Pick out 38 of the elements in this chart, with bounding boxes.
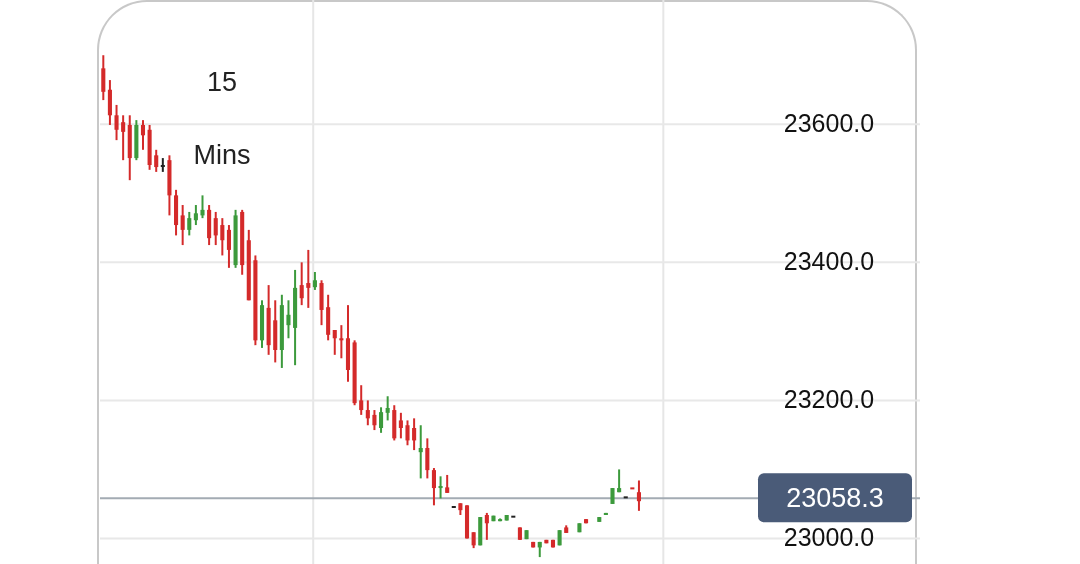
candlestick (484, 511, 489, 541)
candlestick (339, 324, 344, 360)
annotation: 15 (206, 67, 238, 98)
candlestick (286, 299, 291, 340)
ref-line-label: 23058.3 (786, 482, 884, 513)
y-tick-label: 23600.0 (783, 109, 875, 138)
candlestick (200, 194, 205, 220)
candlestick (213, 210, 218, 247)
candlestick (398, 411, 403, 440)
candlestick (193, 204, 198, 227)
candlestick (114, 103, 119, 142)
candlestick (180, 204, 185, 247)
y-tick-label: 23400.0 (783, 247, 875, 276)
annotation: Mins (193, 140, 251, 171)
candlestick (101, 54, 106, 102)
candlestick (438, 475, 443, 500)
candlestick (332, 328, 337, 356)
candlestick (121, 114, 126, 162)
candlestick (226, 224, 231, 269)
candlestick (431, 467, 436, 507)
candlestick (405, 419, 410, 447)
candlestick (385, 395, 390, 422)
candlestick (140, 119, 146, 151)
y-tick-label: 23200.0 (783, 385, 875, 414)
candlestick (187, 210, 192, 237)
candlestick (379, 406, 384, 434)
candlestick (359, 384, 364, 416)
candlestick (299, 261, 304, 307)
candlestick (220, 217, 225, 257)
candlestick (425, 437, 430, 480)
candlestick (154, 148, 159, 173)
candlestick (306, 248, 311, 309)
y-tick-label: 23000.0 (783, 523, 875, 552)
candlestick (636, 479, 641, 512)
candlestick (418, 424, 423, 480)
candlestick (365, 399, 370, 427)
candlestick (412, 417, 417, 452)
candlestick (372, 409, 377, 432)
